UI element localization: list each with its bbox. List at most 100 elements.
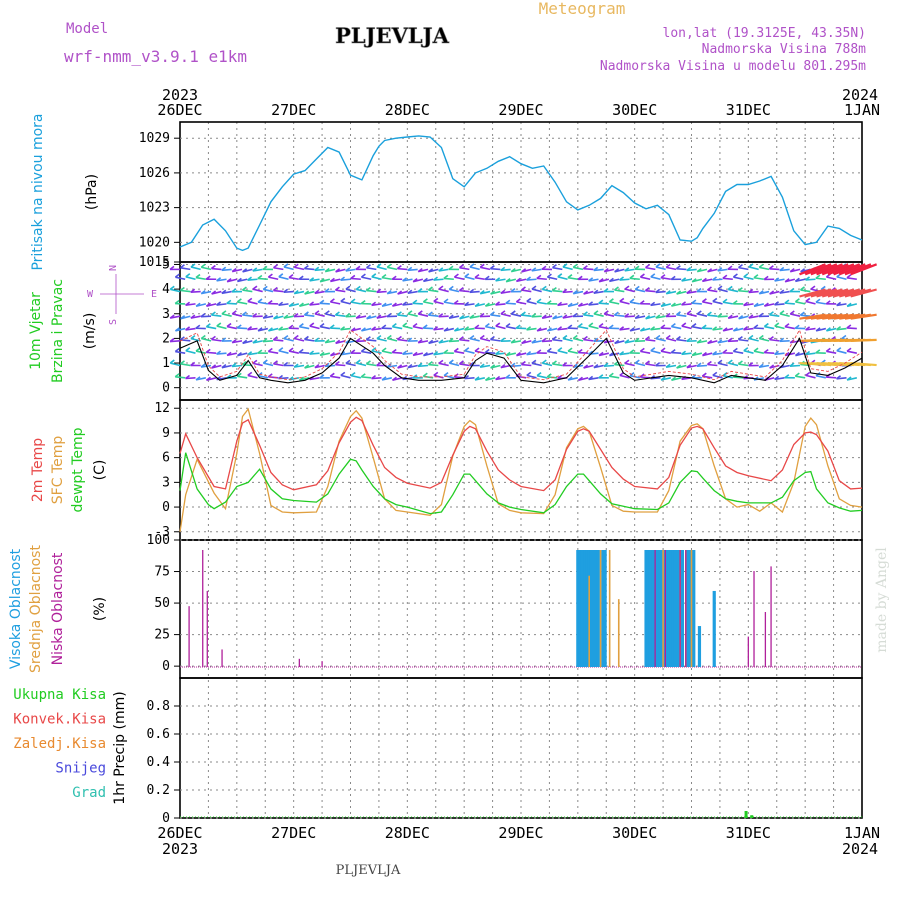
tick-label: 0 xyxy=(162,500,170,515)
low-cloud-bar xyxy=(753,571,755,667)
wind-arrow-head xyxy=(484,275,490,280)
high-cloud-bar xyxy=(664,550,669,667)
wind-arrow-head xyxy=(810,285,816,290)
wind-arrow-head xyxy=(815,298,821,303)
bottom-date-axis: 26DEC 27DEC 28DEC 29DEC 30DEC 31DEC 1JAN 2023 … xyxy=(157,824,880,858)
wind-arrow-head xyxy=(231,267,237,273)
wind-arrow xyxy=(278,276,289,281)
wind-arrow-head xyxy=(298,348,304,354)
wind-arrow xyxy=(262,340,274,343)
low-cloud-bar xyxy=(679,550,681,667)
wind-arrow xyxy=(717,268,728,272)
wind-arrow-head xyxy=(758,334,764,340)
wind-arrow-head xyxy=(169,337,175,343)
wind-arrow-head xyxy=(500,363,506,369)
wind-arrow xyxy=(671,351,682,354)
wind-arrow xyxy=(433,374,444,379)
wind-arrow xyxy=(650,377,661,380)
wind-arrow-head xyxy=(531,285,537,290)
wind-arrow-head xyxy=(691,351,697,357)
wind-arrow xyxy=(485,325,496,330)
wind-arrow-head xyxy=(619,350,625,356)
wind-arrow-head xyxy=(738,315,744,320)
wind-arrow-head xyxy=(474,274,480,279)
wind-arrow xyxy=(273,339,284,342)
wind-arrow-head xyxy=(324,362,330,367)
wind-arrow xyxy=(593,268,604,272)
low-cloud-bar xyxy=(202,550,204,667)
wind-arrow-head xyxy=(768,335,774,341)
wind-arrow-head xyxy=(350,349,356,354)
wind-arrow-head xyxy=(650,326,656,331)
wind-arrow xyxy=(376,337,387,342)
wind-arrow-head xyxy=(753,347,759,352)
wind-arrow-head xyxy=(386,290,392,295)
wind-arrow-head xyxy=(748,288,754,294)
wind-arrow-head xyxy=(340,276,346,281)
wind-arrow-head xyxy=(458,286,464,292)
wind-arrow-head xyxy=(727,265,733,270)
low-cloud-bar xyxy=(298,658,300,667)
wind-arrow xyxy=(826,350,837,354)
wind-arrow xyxy=(402,303,413,306)
wind-arrow xyxy=(226,302,237,305)
wind-arrow xyxy=(844,288,872,298)
wind-arrow-head xyxy=(190,263,196,268)
wind-arrow-head xyxy=(598,323,604,328)
wind-arrow-head xyxy=(722,298,728,303)
wind-arrow-head xyxy=(283,263,289,268)
wind-arrow-head xyxy=(262,265,268,270)
wind-arrow-head xyxy=(267,347,273,353)
wind-arrow xyxy=(185,349,196,354)
wind-arrow-head xyxy=(169,265,175,271)
wind-arrow-head xyxy=(515,277,521,283)
wind-arrow-head xyxy=(252,359,258,365)
pressure-frame xyxy=(179,121,863,263)
wind-arrow-head xyxy=(805,297,811,303)
wind-arrow-head xyxy=(443,372,449,377)
wind-arrow-head xyxy=(784,299,790,304)
wind-label-2: Brzina i Pravac xyxy=(50,279,66,383)
high-cloud-bar xyxy=(646,550,650,667)
wind-arrow-head xyxy=(231,288,237,293)
wind-arrow xyxy=(397,338,408,342)
wind-arrow xyxy=(707,363,718,367)
wind-arrow-head xyxy=(789,362,795,367)
wind-arrow-head xyxy=(727,359,733,364)
wind-arrow xyxy=(629,301,640,305)
wind-arrow-head xyxy=(319,374,325,379)
wind-arrow xyxy=(175,375,186,379)
wind-arrow-head xyxy=(593,337,599,342)
wind-arrow-head xyxy=(448,314,454,319)
wind-arrow xyxy=(552,266,563,271)
wind-arrow-head xyxy=(376,361,382,367)
wind-arrow xyxy=(350,277,361,281)
wind-arrow-head xyxy=(727,314,733,319)
tick-label: 75 xyxy=(154,565,170,580)
wind-arrow-head xyxy=(272,360,278,365)
wind-arrow xyxy=(423,301,434,305)
wind-arrow-head xyxy=(288,273,294,279)
wind-arrow xyxy=(216,325,227,330)
wind-arrow-head xyxy=(634,337,640,342)
wind-arrow-head xyxy=(216,350,222,355)
wind-arrow xyxy=(216,352,227,355)
wind-arrow xyxy=(175,350,186,354)
product-title: Meteogram xyxy=(539,0,626,18)
wind-arrow-head xyxy=(459,315,465,320)
wind-arrow-head xyxy=(650,347,656,352)
temp2m-label: 2m Temp xyxy=(30,438,46,502)
wind-arrow-head xyxy=(433,326,439,331)
wind-arrow-head xyxy=(407,289,413,294)
wind-arrow xyxy=(784,325,795,330)
wind-arrow xyxy=(288,350,300,354)
wind-arrow xyxy=(712,352,723,356)
wind-arrow-head xyxy=(231,338,237,344)
wind-arrow xyxy=(376,290,387,294)
wind-arrow-head xyxy=(195,376,201,381)
wind-arrow-head xyxy=(789,287,795,293)
wind-arrow-head xyxy=(340,371,346,377)
wind-arrow xyxy=(816,263,843,276)
wind-arrow-head xyxy=(391,348,397,354)
wind-arrow xyxy=(562,290,573,294)
